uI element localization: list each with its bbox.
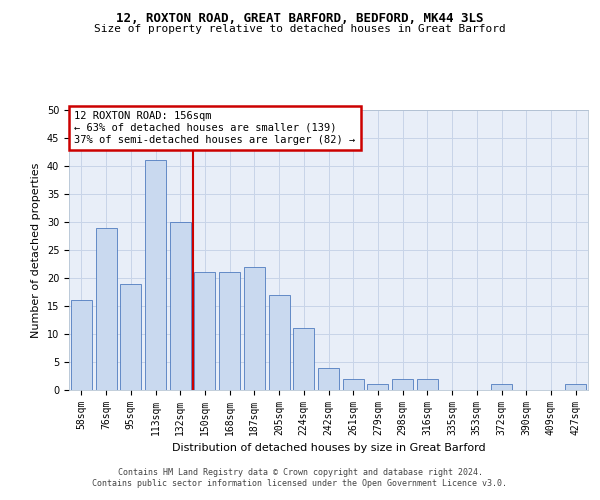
Bar <box>71 300 92 390</box>
Bar <box>244 267 265 390</box>
Bar <box>417 379 438 390</box>
Bar <box>145 160 166 390</box>
Bar <box>170 222 191 390</box>
Y-axis label: Number of detached properties: Number of detached properties <box>31 162 41 338</box>
Text: Size of property relative to detached houses in Great Barford: Size of property relative to detached ho… <box>94 24 506 34</box>
Bar <box>392 379 413 390</box>
Bar <box>194 272 215 390</box>
Bar <box>269 295 290 390</box>
Text: Contains HM Land Registry data © Crown copyright and database right 2024.
Contai: Contains HM Land Registry data © Crown c… <box>92 468 508 487</box>
X-axis label: Distribution of detached houses by size in Great Barford: Distribution of detached houses by size … <box>172 444 485 454</box>
Bar <box>95 228 116 390</box>
Bar <box>343 379 364 390</box>
Bar <box>318 368 339 390</box>
Bar <box>367 384 388 390</box>
Text: 12 ROXTON ROAD: 156sqm
← 63% of detached houses are smaller (139)
37% of semi-de: 12 ROXTON ROAD: 156sqm ← 63% of detached… <box>74 112 355 144</box>
Bar <box>293 328 314 390</box>
Bar <box>219 272 240 390</box>
Bar <box>565 384 586 390</box>
Text: 12, ROXTON ROAD, GREAT BARFORD, BEDFORD, MK44 3LS: 12, ROXTON ROAD, GREAT BARFORD, BEDFORD,… <box>116 12 484 26</box>
Bar <box>120 284 141 390</box>
Bar <box>491 384 512 390</box>
